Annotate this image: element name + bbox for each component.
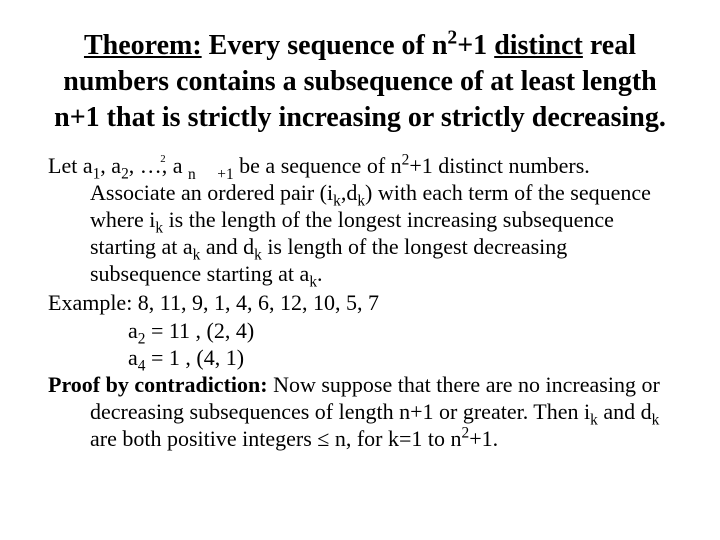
proof-paragraph: Proof by contradiction: Now suppose that… [48,372,672,452]
example-a2: a2 = 11 , (2, 4) [48,318,672,345]
sub-n-squared: 2 [196,163,218,178]
t: , …, a [129,153,188,178]
t: . [317,261,323,286]
title-theorem-word: Theorem: [84,30,202,61]
let-paragraph: Let a1, a2, …, a n2+1 be a sequence of n… [48,153,672,287]
t: Let a [48,153,93,178]
t: = 1 , (4, 1) [145,345,244,370]
t: , a [100,153,121,178]
t: ,d [341,180,358,205]
body-text: Let a1, a2, …, a n2+1 be a sequence of n… [48,153,672,452]
title-line3: n+1 that is strictly increasing or stric… [54,102,666,133]
sub-k: k [590,411,598,428]
slide: Theorem: Every sequence of n2+1 distinct… [0,0,720,540]
t: and d [200,234,254,259]
title-line1: Theorem: Every sequence of n2+1 distinct… [84,30,636,61]
title-text-2: +1 [457,30,494,61]
sub-k: k [652,411,660,428]
t: a [128,345,138,370]
example-line: Example: 8, 11, 9, 1, 4, 6, 12, 10, 5, 7 [48,290,672,317]
title-sup-2: 2 [447,28,457,49]
t: = 11 , (2, 4) [145,318,254,343]
proof-label: Proof by contradiction: [48,372,268,397]
title-text-1: Every sequence of n [202,30,448,61]
t: be a sequence of n [234,153,402,178]
title-text-3: real [583,30,636,61]
t: and d [598,399,652,424]
theorem-title: Theorem: Every sequence of n2+1 distinct… [48,28,672,135]
sub-k: k [309,273,317,290]
title-distinct-word: distinct [494,30,583,61]
example-a4: a4 = 1 , (4, 1) [48,345,672,372]
example-seq: Example: 8, 11, 9, 1, 4, 6, 12, 10, 5, 7 [48,290,379,315]
t: +1. [469,426,498,451]
title-line2: numbers contains a subsequence of at lea… [63,66,656,97]
t: a [128,318,138,343]
t: are both positive integers ≤ n, for k=1 … [90,426,462,451]
